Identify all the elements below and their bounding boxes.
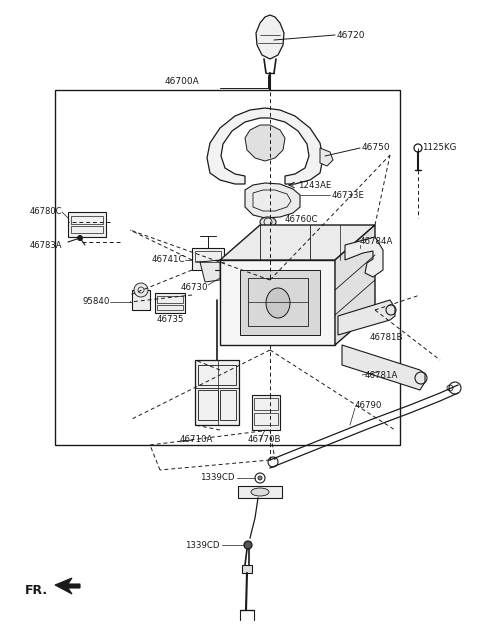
- Polygon shape: [345, 237, 383, 277]
- Bar: [71, 216, 103, 224]
- Polygon shape: [242, 565, 252, 573]
- Text: 46784A: 46784A: [360, 238, 394, 246]
- Circle shape: [258, 476, 262, 480]
- Polygon shape: [256, 15, 284, 59]
- Bar: [132, 290, 150, 310]
- Polygon shape: [240, 270, 320, 335]
- Polygon shape: [200, 260, 220, 282]
- Text: 46710A: 46710A: [180, 436, 214, 445]
- Text: 46700A: 46700A: [165, 78, 200, 87]
- Text: 46770B: 46770B: [248, 436, 281, 445]
- Bar: [198, 390, 218, 420]
- Text: 95840: 95840: [83, 297, 110, 307]
- Text: 46781B: 46781B: [370, 334, 404, 342]
- Bar: [248, 278, 308, 326]
- Text: 46780C: 46780C: [29, 208, 62, 216]
- Bar: [220, 390, 236, 420]
- Text: 46720: 46720: [337, 31, 365, 40]
- Text: 46783A: 46783A: [29, 241, 62, 250]
- Bar: [157, 296, 183, 303]
- Bar: [254, 413, 278, 425]
- Text: 46733E: 46733E: [332, 191, 365, 199]
- Text: 46741C: 46741C: [152, 255, 185, 265]
- Bar: [252, 395, 280, 430]
- Text: 1125KG: 1125KG: [422, 144, 456, 152]
- Polygon shape: [335, 225, 375, 345]
- Bar: [71, 226, 103, 233]
- Ellipse shape: [260, 217, 276, 227]
- Polygon shape: [342, 345, 425, 390]
- Polygon shape: [220, 260, 335, 345]
- Bar: [55, 90, 400, 445]
- Polygon shape: [238, 486, 282, 498]
- Bar: [198, 365, 236, 385]
- Text: 46781A: 46781A: [365, 371, 398, 379]
- Circle shape: [77, 236, 83, 241]
- Text: 1243AE: 1243AE: [298, 181, 331, 189]
- Circle shape: [244, 541, 252, 549]
- Bar: [68, 212, 106, 237]
- Text: 46790: 46790: [355, 401, 383, 409]
- Polygon shape: [220, 225, 375, 260]
- Bar: [195, 251, 221, 261]
- Polygon shape: [195, 360, 239, 425]
- Polygon shape: [338, 300, 395, 335]
- Circle shape: [134, 283, 148, 297]
- Text: 1339CD: 1339CD: [201, 473, 235, 483]
- Polygon shape: [207, 108, 323, 184]
- Polygon shape: [55, 578, 80, 594]
- Text: FR.: FR.: [25, 584, 48, 596]
- Text: 1339CD: 1339CD: [185, 540, 220, 549]
- Bar: [155, 293, 185, 313]
- Polygon shape: [245, 183, 300, 218]
- Bar: [157, 305, 183, 310]
- Polygon shape: [320, 148, 333, 166]
- Text: 46730: 46730: [180, 283, 208, 293]
- Bar: [254, 398, 278, 410]
- Ellipse shape: [251, 488, 269, 496]
- Text: 46735: 46735: [157, 315, 184, 325]
- Text: 46750: 46750: [362, 144, 391, 152]
- Bar: [192, 248, 224, 270]
- Ellipse shape: [266, 288, 290, 318]
- Polygon shape: [245, 125, 285, 161]
- Text: 46760C: 46760C: [285, 216, 319, 224]
